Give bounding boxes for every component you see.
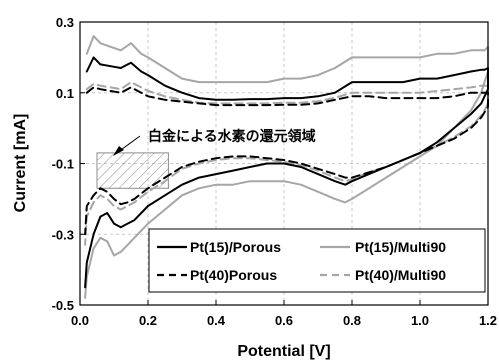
legend-box [148,228,486,293]
annotation-text: 白金による水素の還元領域 [148,128,316,144]
series-line-1 [84,35,489,299]
ticks [79,21,489,306]
x-tick-label: 1.2 [479,313,497,328]
series-line-3 [84,81,489,246]
y-axis-label: Current [mA] [12,114,29,213]
y-tick-label: -0.3 [52,227,74,242]
legend-label-2: Pt(40)Porous [190,267,277,283]
x-tick-label: 0.4 [207,313,226,328]
x-tick-label: 1.0 [411,313,429,328]
legend: Pt(15)/Porous Pt(15)/Multi90 Pt(40)Porou… [148,228,486,293]
y-tick-label: -0.1 [52,157,74,172]
y-tick-label: -0.5 [52,298,74,313]
legend-label-0: Pt(15)/Porous [190,239,281,255]
x-tick-label: 0.0 [71,313,89,328]
x-tick-label: 0.6 [275,313,293,328]
x-tick-label: 0.2 [139,313,157,328]
annotation-arrowhead [113,146,124,156]
legend-label-3: Pt(40)/Multi90 [355,267,446,283]
x-tick-label: 0.8 [343,313,361,328]
legend-label-1: Pt(15)/Multi90 [355,239,446,255]
series-line-2 [84,86,489,236]
y-tick-label: 0.1 [56,86,74,101]
series-line-0 [84,56,489,289]
tick-labels: 0.0 0.2 0.4 0.6 0.8 1.0 1.2 0.3 0.1 -0.1 -0.3 -0.5 [52,15,497,328]
x-axis-label: Potential [V] [237,343,330,360]
series-layer [84,35,489,299]
y-tick-label: 0.3 [56,15,74,30]
